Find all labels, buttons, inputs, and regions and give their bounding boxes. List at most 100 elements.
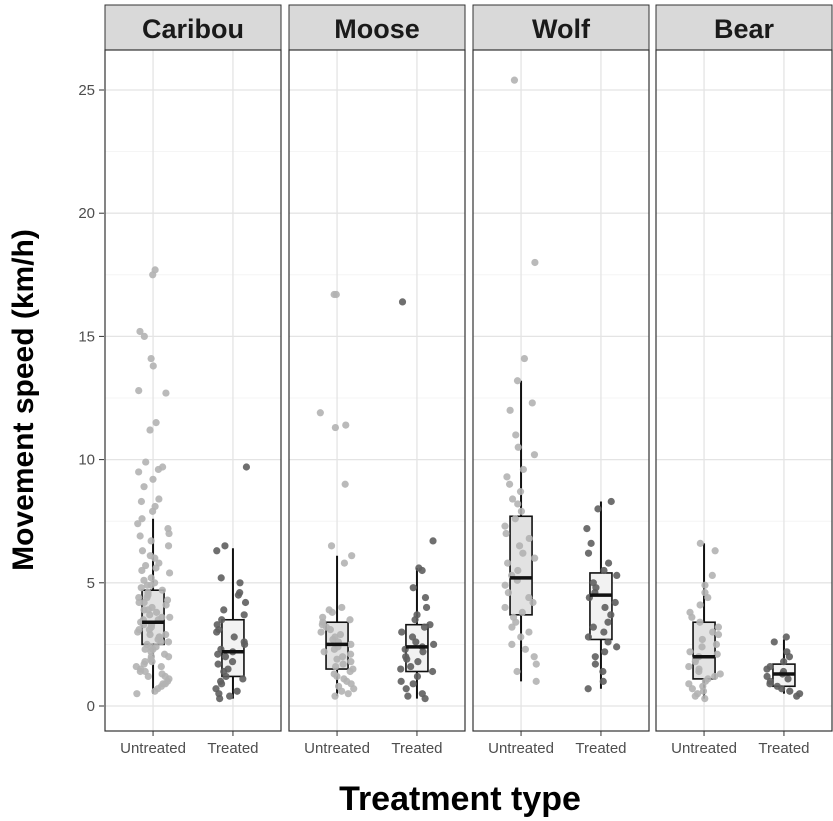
data-point (518, 608, 526, 616)
data-point (138, 547, 147, 555)
data-point (149, 507, 157, 515)
data-point (346, 616, 354, 624)
data-point (510, 76, 519, 84)
y-tick-label: 25 (78, 82, 95, 99)
data-point (421, 695, 429, 703)
facet-strip-label: Bear (714, 14, 775, 44)
data-point (504, 559, 512, 567)
facet-strip-label: Wolf (532, 14, 591, 44)
data-point (532, 677, 540, 685)
data-point (594, 505, 602, 513)
data-point (144, 672, 152, 681)
data-point (512, 618, 520, 626)
data-point (221, 542, 229, 550)
data-point (714, 623, 723, 631)
data-point (233, 687, 241, 695)
data-point (151, 554, 159, 562)
data-point (329, 635, 337, 644)
data-point (599, 667, 607, 676)
data-point (344, 690, 352, 698)
data-point (328, 608, 336, 616)
data-point (397, 665, 405, 673)
data-point (135, 598, 143, 607)
data-point (786, 687, 794, 695)
data-point (136, 327, 144, 336)
data-point (696, 539, 704, 547)
facet-strip (472, 4, 650, 51)
data-point (584, 633, 593, 641)
data-point (347, 650, 355, 658)
data-point (348, 552, 356, 560)
data-point (158, 586, 166, 594)
data-point (141, 645, 149, 653)
data-point (326, 626, 334, 634)
data-point (338, 687, 346, 695)
data-point (607, 497, 615, 506)
facet-strip (104, 4, 282, 51)
data-point (157, 662, 165, 671)
data-point (320, 648, 328, 656)
data-point (501, 522, 509, 530)
data-point (146, 426, 154, 434)
data-point (713, 650, 721, 658)
data-point (241, 640, 249, 649)
data-point (333, 655, 341, 663)
data-point (793, 692, 801, 700)
data-point (504, 589, 512, 597)
data-point (766, 680, 774, 688)
data-point (426, 621, 434, 629)
data-point (696, 618, 704, 626)
panel-border (104, 49, 282, 732)
data-point (347, 640, 355, 649)
data-point (330, 645, 338, 653)
data-point (531, 258, 539, 267)
data-point (584, 549, 593, 557)
data-point (501, 603, 509, 612)
panel-border (288, 49, 466, 732)
data-point (338, 653, 347, 661)
data-point (140, 483, 148, 491)
data-point (404, 692, 412, 700)
data-point (688, 685, 696, 693)
data-point (428, 667, 437, 676)
data-point (429, 537, 437, 545)
data-point (397, 677, 405, 685)
data-point (763, 665, 771, 673)
data-point (403, 655, 411, 663)
data-point (217, 574, 225, 582)
data-point (336, 630, 345, 639)
data-point (240, 611, 248, 619)
data-point (162, 389, 170, 397)
data-point (228, 658, 237, 666)
data-point (420, 623, 429, 631)
data-point (513, 377, 522, 385)
data-point (778, 685, 786, 693)
data-point (514, 500, 522, 508)
data-point (147, 581, 155, 589)
data-point (508, 640, 516, 649)
data-point (587, 539, 595, 547)
data-point (149, 475, 157, 483)
data-point (528, 399, 536, 407)
data-point (508, 495, 517, 503)
data-point (698, 635, 706, 644)
panel-background (105, 50, 281, 731)
data-point (591, 660, 599, 668)
data-point (688, 613, 696, 621)
data-point (407, 662, 415, 671)
data-point (600, 628, 608, 636)
data-point (708, 571, 716, 580)
data-point (711, 672, 719, 681)
data-point (342, 421, 350, 429)
data-point (511, 515, 519, 523)
data-point (339, 660, 347, 668)
data-point (506, 406, 514, 414)
data-point (611, 598, 619, 607)
data-point (711, 547, 719, 555)
data-point (413, 672, 422, 681)
data-point (516, 488, 525, 496)
data-point (333, 672, 341, 681)
data-point (525, 628, 533, 636)
panel-caribou: Caribou Untreated Treated (104, 4, 282, 757)
data-point (137, 584, 145, 592)
